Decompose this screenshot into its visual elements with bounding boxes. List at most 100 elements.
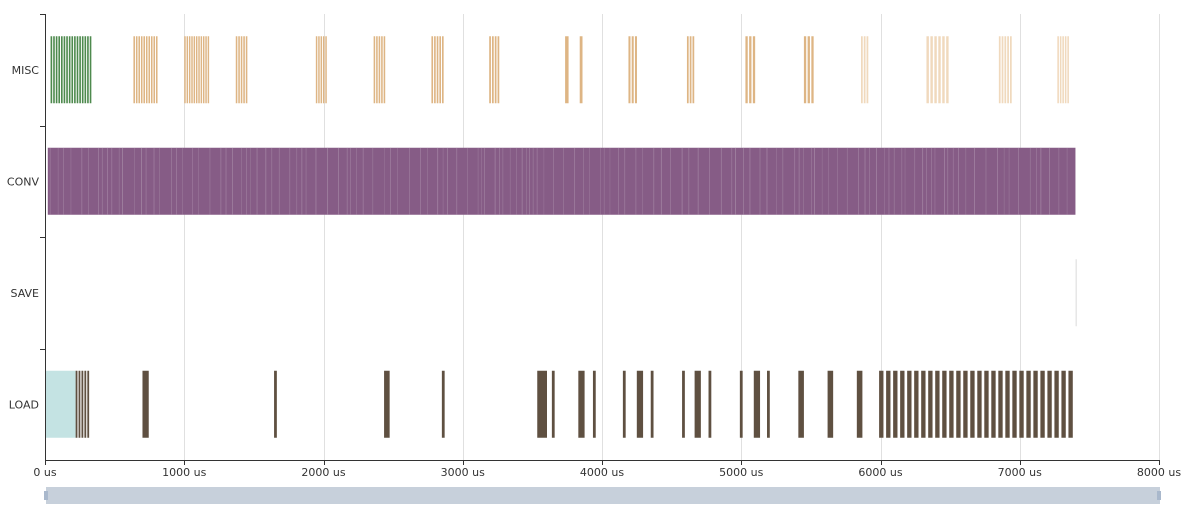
task-bar[interactable] — [79, 36, 81, 104]
task-bar[interactable] — [45, 370, 76, 438]
task-bar[interactable] — [921, 370, 926, 438]
task-bar[interactable] — [935, 370, 940, 438]
task-bar[interactable] — [235, 36, 238, 104]
task-bar[interactable] — [439, 36, 441, 104]
task-bar[interactable] — [63, 36, 66, 104]
task-bar[interactable] — [636, 370, 644, 438]
task-bar[interactable] — [76, 36, 79, 104]
task-bar[interactable] — [708, 370, 712, 438]
task-bar[interactable] — [155, 36, 158, 104]
task-bar[interactable] — [753, 370, 761, 438]
task-bar[interactable] — [1026, 370, 1031, 438]
task-bar[interactable] — [537, 370, 547, 438]
task-bar[interactable] — [551, 370, 555, 438]
task-bar[interactable] — [1064, 36, 1067, 104]
task-bar[interactable] — [87, 370, 90, 438]
task-bar[interactable] — [949, 370, 954, 438]
task-bar[interactable] — [87, 36, 89, 104]
task-bar[interactable] — [207, 36, 210, 104]
task-bar[interactable] — [886, 370, 891, 438]
task-bar[interactable] — [325, 36, 327, 104]
task-bar[interactable] — [376, 36, 378, 104]
task-bar[interactable] — [1001, 36, 1004, 104]
task-bar[interactable] — [78, 370, 81, 438]
task-bar[interactable] — [143, 36, 146, 104]
task-bar[interactable] — [193, 36, 196, 104]
task-bar[interactable] — [243, 36, 245, 104]
task-bar[interactable] — [441, 370, 445, 438]
task-bar[interactable] — [798, 370, 804, 438]
task-bar[interactable] — [47, 147, 1076, 215]
task-bar[interactable] — [811, 36, 814, 104]
task-bar[interactable] — [133, 36, 135, 104]
task-bar[interactable] — [89, 36, 92, 104]
task-bar[interactable] — [622, 370, 626, 438]
task-bar[interactable] — [578, 370, 585, 438]
task-bar[interactable] — [75, 370, 78, 438]
task-bar[interactable] — [1067, 36, 1069, 104]
task-bar[interactable] — [579, 36, 583, 104]
task-bar[interactable] — [84, 36, 87, 104]
task-bar[interactable] — [74, 36, 76, 104]
task-bar[interactable] — [1010, 36, 1012, 104]
task-bar[interactable] — [202, 36, 205, 104]
task-bar[interactable] — [934, 36, 937, 104]
task-bar[interactable] — [315, 36, 318, 104]
task-bar[interactable] — [650, 370, 654, 438]
task-bar[interactable] — [142, 370, 149, 438]
task-bar[interactable] — [692, 36, 695, 104]
scrollbar-handle-left[interactable] — [44, 491, 48, 500]
task-bar[interactable] — [942, 36, 945, 104]
task-bar[interactable] — [749, 36, 752, 104]
task-bar[interactable] — [938, 36, 941, 104]
task-bar[interactable] — [861, 36, 863, 104]
task-bar[interactable] — [491, 36, 494, 104]
task-bar[interactable] — [928, 370, 933, 438]
task-bar[interactable] — [436, 36, 439, 104]
task-bar[interactable] — [1019, 370, 1024, 438]
task-bar[interactable] — [186, 36, 189, 104]
task-bar[interactable] — [893, 370, 898, 438]
task-bar[interactable] — [767, 370, 770, 438]
task-bar[interactable] — [1033, 370, 1038, 438]
task-bar[interactable] — [991, 370, 996, 438]
scrollbar-thumb[interactable] — [46, 487, 1160, 504]
task-bar[interactable] — [381, 36, 383, 104]
task-bar[interactable] — [1040, 370, 1045, 438]
task-bar[interactable] — [245, 36, 248, 104]
task-bar[interactable] — [71, 36, 74, 104]
task-bar[interactable] — [807, 36, 810, 104]
task-bar[interactable] — [84, 370, 87, 438]
task-bar[interactable] — [863, 36, 866, 104]
task-bar[interactable] — [930, 36, 933, 104]
task-bar[interactable] — [198, 36, 200, 104]
task-bar[interactable] — [1004, 36, 1007, 104]
task-bar[interactable] — [140, 36, 143, 104]
task-bar[interactable] — [565, 36, 569, 104]
task-bar[interactable] — [431, 36, 434, 104]
task-bar[interactable] — [1005, 370, 1010, 438]
task-bar[interactable] — [1057, 36, 1059, 104]
task-bar[interactable] — [970, 370, 975, 438]
task-bar[interactable] — [942, 370, 947, 438]
task-bar[interactable] — [907, 370, 912, 438]
task-bar[interactable] — [752, 36, 756, 104]
task-bar[interactable] — [494, 36, 497, 104]
task-bar[interactable] — [148, 36, 151, 104]
task-bar[interactable] — [318, 36, 320, 104]
task-bar[interactable] — [977, 370, 982, 438]
horizontal-scrollbar[interactable] — [44, 487, 1161, 504]
task-bar[interactable] — [81, 370, 84, 438]
task-bar[interactable] — [1054, 370, 1059, 438]
task-bar[interactable] — [634, 36, 637, 104]
task-bar[interactable] — [745, 36, 748, 104]
task-bar[interactable] — [1061, 370, 1066, 438]
task-bar[interactable] — [686, 36, 689, 104]
task-bar[interactable] — [442, 36, 444, 104]
task-bar[interactable] — [434, 36, 436, 104]
task-bar[interactable] — [998, 370, 1003, 438]
task-bar[interactable] — [200, 36, 203, 104]
task-bar[interactable] — [497, 36, 500, 104]
task-bar[interactable] — [66, 36, 68, 104]
task-bar[interactable] — [1059, 36, 1062, 104]
